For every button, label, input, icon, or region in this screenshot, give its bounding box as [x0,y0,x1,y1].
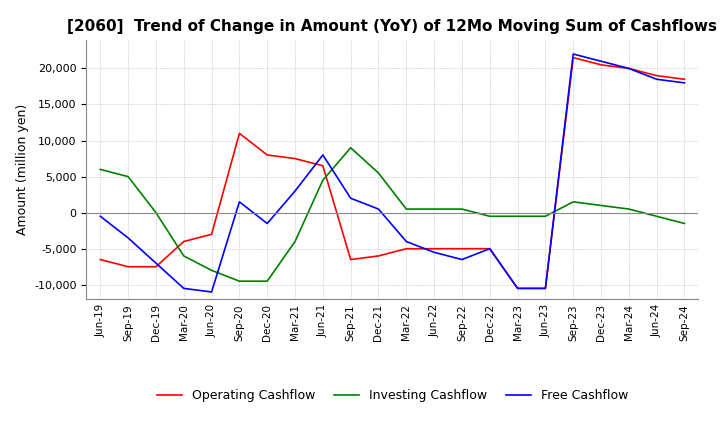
Free Cashflow [680,80,689,85]
Investing Cashflow [485,214,494,219]
Free Cashflow [458,257,467,262]
Investing Cashflow [541,214,550,219]
Investing Cashflow [346,145,355,150]
Y-axis label: Amount (million yen): Amount (million yen) [16,104,29,235]
Free Cashflow [179,286,188,291]
Investing Cashflow [124,174,132,179]
Free Cashflow [652,77,661,82]
Operating Cashflow [235,131,243,136]
Operating Cashflow [179,239,188,244]
Investing Cashflow [597,203,606,208]
Operating Cashflow [291,156,300,161]
Investing Cashflow [96,167,104,172]
Free Cashflow [430,249,438,255]
Free Cashflow [541,286,550,291]
Operating Cashflow [152,264,161,269]
Line: Operating Cashflow: Operating Cashflow [100,58,685,288]
Free Cashflow [263,221,271,226]
Operating Cashflow [263,152,271,158]
Free Cashflow [291,188,300,194]
Operating Cashflow [597,62,606,67]
Free Cashflow [96,214,104,219]
Operating Cashflow [207,231,216,237]
Free Cashflow [569,51,577,57]
Free Cashflow [402,239,410,244]
Operating Cashflow [374,253,383,259]
Operating Cashflow [541,286,550,291]
Free Cashflow [207,290,216,295]
Investing Cashflow [179,253,188,259]
Investing Cashflow [263,279,271,284]
Investing Cashflow [680,221,689,226]
Free Cashflow [374,206,383,212]
Free Cashflow [346,196,355,201]
Investing Cashflow [291,239,300,244]
Free Cashflow [485,246,494,251]
Operating Cashflow [458,246,467,251]
Operating Cashflow [652,73,661,78]
Operating Cashflow [485,246,494,251]
Free Cashflow [152,260,161,266]
Investing Cashflow [458,206,467,212]
Investing Cashflow [235,279,243,284]
Line: Investing Cashflow: Investing Cashflow [100,148,685,281]
Operating Cashflow [680,77,689,82]
Operating Cashflow [624,66,633,71]
Investing Cashflow [569,199,577,205]
Free Cashflow [318,152,327,158]
Free Cashflow [124,235,132,241]
Operating Cashflow [430,246,438,251]
Free Cashflow [513,286,522,291]
Line: Free Cashflow: Free Cashflow [100,54,685,292]
Title: [2060]  Trend of Change in Amount (YoY) of 12Mo Moving Sum of Cashflows: [2060] Trend of Change in Amount (YoY) o… [68,19,717,34]
Free Cashflow [624,66,633,71]
Legend: Operating Cashflow, Investing Cashflow, Free Cashflow: Operating Cashflow, Investing Cashflow, … [152,384,633,407]
Investing Cashflow [652,214,661,219]
Operating Cashflow [569,55,577,60]
Operating Cashflow [96,257,104,262]
Free Cashflow [597,59,606,64]
Investing Cashflow [207,268,216,273]
Free Cashflow [235,199,243,205]
Operating Cashflow [402,246,410,251]
Operating Cashflow [513,286,522,291]
Investing Cashflow [402,206,410,212]
Operating Cashflow [318,163,327,169]
Investing Cashflow [624,206,633,212]
Operating Cashflow [346,257,355,262]
Investing Cashflow [430,206,438,212]
Investing Cashflow [374,170,383,176]
Operating Cashflow [124,264,132,269]
Investing Cashflow [152,210,161,215]
Investing Cashflow [318,178,327,183]
Investing Cashflow [513,214,522,219]
